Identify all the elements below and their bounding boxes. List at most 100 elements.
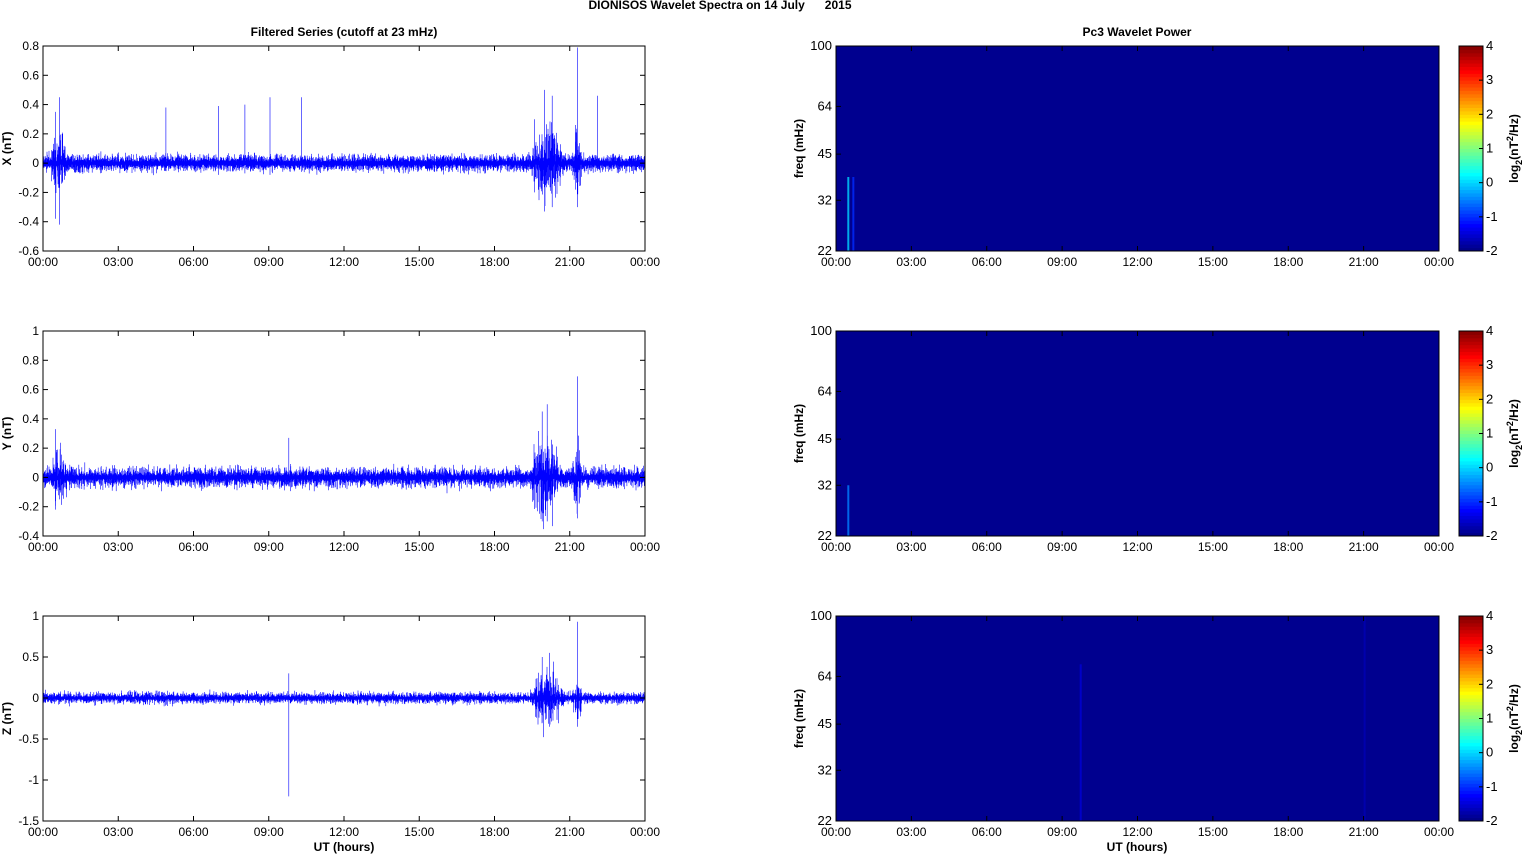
colorbar-segment bbox=[1459, 636, 1483, 641]
colorbar-segment bbox=[1459, 762, 1483, 767]
spectrogram-x-tick-label: 06:00 bbox=[972, 540, 1002, 554]
y-tick-label: -0.6 bbox=[18, 244, 39, 258]
colorbar-segment bbox=[1459, 711, 1483, 716]
spectrogram-x-tick-label: 00:00 bbox=[1424, 255, 1454, 269]
colorbar-segment bbox=[1459, 680, 1483, 685]
colorbar-segment bbox=[1459, 447, 1483, 452]
colorbar-segment bbox=[1459, 766, 1483, 771]
series-x-tick-label: 06:00 bbox=[178, 540, 208, 554]
y-tick-label: 45 bbox=[818, 431, 832, 446]
colorbar-segment bbox=[1459, 49, 1483, 54]
colorbar-segment bbox=[1459, 63, 1483, 67]
colorbar-segment bbox=[1459, 93, 1483, 98]
colorbar-segment bbox=[1459, 629, 1483, 634]
colorbar-segment bbox=[1459, 783, 1483, 788]
colorbar-segment bbox=[1459, 532, 1483, 537]
colorbar-segment bbox=[1459, 773, 1483, 778]
colorbar-tick-label: 1 bbox=[1486, 141, 1493, 156]
colorbar-segment bbox=[1459, 158, 1483, 163]
colorbar-label: log2(nT2/Hz) bbox=[1505, 114, 1524, 183]
colorbar-segment bbox=[1459, 100, 1483, 105]
series-x-tick-label: 03:00 bbox=[103, 825, 133, 839]
right-x-axis-label: UT (hours) bbox=[1107, 840, 1168, 854]
colorbar-segment bbox=[1459, 334, 1483, 339]
colorbar-segment bbox=[1459, 413, 1483, 417]
colorbar-segment bbox=[1459, 450, 1483, 455]
colorbar-segment bbox=[1459, 80, 1483, 85]
colorbar-segment bbox=[1459, 518, 1483, 523]
colorbar-segment bbox=[1459, 460, 1483, 465]
spectrogram-x-tick-label: 18:00 bbox=[1273, 825, 1303, 839]
y-axis-label: freq (mHz) bbox=[792, 689, 806, 748]
y-tick-label: -0.5 bbox=[18, 732, 39, 746]
colorbar-segment bbox=[1459, 721, 1483, 726]
series-x-tick-label: 06:00 bbox=[178, 825, 208, 839]
y-axis-label: Z (nT) bbox=[0, 702, 14, 735]
colorbar-segment bbox=[1459, 210, 1483, 214]
colorbar-segment bbox=[1459, 233, 1483, 238]
colorbar-segment bbox=[1459, 810, 1483, 815]
colorbar-segment bbox=[1459, 660, 1483, 665]
colorbar-segment bbox=[1459, 382, 1483, 387]
plot-area bbox=[42, 615, 646, 822]
colorbar-segment bbox=[1459, 474, 1483, 479]
colorbar-segment bbox=[1459, 698, 1483, 702]
spectrogram-x-tick-label: 12:00 bbox=[1122, 255, 1152, 269]
colorbar-segment bbox=[1459, 728, 1483, 733]
y-tick-label: 45 bbox=[818, 146, 832, 161]
colorbar-tick-label: -1 bbox=[1486, 209, 1498, 224]
colorbar-segment bbox=[1459, 162, 1483, 167]
spectrogram-x-tick-label: 12:00 bbox=[1122, 825, 1152, 839]
colorbar-segment bbox=[1459, 745, 1483, 750]
colorbar-segment bbox=[1459, 704, 1483, 709]
colorbar-segment bbox=[1459, 667, 1483, 672]
y-tick-label: 1 bbox=[32, 324, 39, 338]
y-tick-label: 100 bbox=[810, 323, 832, 338]
colorbar-segment bbox=[1459, 430, 1483, 434]
colorbar-tick-label: -1 bbox=[1486, 779, 1498, 794]
colorbar-segment bbox=[1459, 800, 1483, 805]
y-tick-label: 45 bbox=[818, 716, 832, 731]
colorbar-segment bbox=[1459, 175, 1483, 180]
colorbar-segment bbox=[1459, 341, 1483, 346]
colorbar-segment bbox=[1459, 52, 1483, 57]
y-tick-label: 64 bbox=[818, 383, 832, 398]
colorbar-segment bbox=[1459, 742, 1483, 747]
colorbar-segment bbox=[1459, 213, 1483, 218]
colorbar-segment bbox=[1459, 793, 1483, 798]
series-x-tick-label: 03:00 bbox=[103, 255, 133, 269]
colorbar-segment bbox=[1459, 151, 1483, 156]
colorbar-segment bbox=[1459, 331, 1483, 335]
y-tick-label: 0.2 bbox=[22, 441, 39, 455]
spectrogram-x-tick-label: 15:00 bbox=[1198, 255, 1228, 269]
colorbar-segment bbox=[1459, 481, 1483, 486]
series-x-tick-label: 09:00 bbox=[254, 540, 284, 554]
y-axis-label: Y (nT) bbox=[0, 417, 14, 451]
colorbar-segment bbox=[1459, 244, 1483, 249]
colorbar-segment bbox=[1459, 368, 1483, 373]
colorbar-tick-label: -1 bbox=[1486, 494, 1498, 509]
colorbar-segment bbox=[1459, 395, 1483, 400]
colorbar-segment bbox=[1459, 488, 1483, 493]
spectrogram-image bbox=[836, 331, 1439, 536]
colorbar-segment bbox=[1459, 240, 1483, 245]
colorbar-segment bbox=[1459, 454, 1483, 458]
colorbar-segment bbox=[1459, 694, 1483, 699]
colorbar-segment bbox=[1459, 237, 1483, 242]
colorbar-segment bbox=[1459, 674, 1483, 678]
colorbar-segment bbox=[1459, 196, 1483, 201]
colorbar-tick-label: 4 bbox=[1486, 608, 1493, 623]
colorbar-segment bbox=[1459, 515, 1483, 520]
colorbar-segment bbox=[1459, 715, 1483, 719]
y-tick-label: 64 bbox=[818, 668, 832, 683]
colorbar-tick-label: 1 bbox=[1486, 426, 1493, 441]
colorbar-segment bbox=[1459, 131, 1483, 136]
colorbar-segment bbox=[1459, 372, 1483, 376]
colorbar-segment bbox=[1459, 223, 1483, 228]
spectrogram-x-tick-label: 00:00 bbox=[821, 255, 851, 269]
colorbar-segment bbox=[1459, 749, 1483, 754]
colorbar-segment bbox=[1459, 230, 1483, 235]
y-axis-label: freq (mHz) bbox=[792, 404, 806, 463]
colorbar-tick-label: -2 bbox=[1486, 528, 1498, 543]
